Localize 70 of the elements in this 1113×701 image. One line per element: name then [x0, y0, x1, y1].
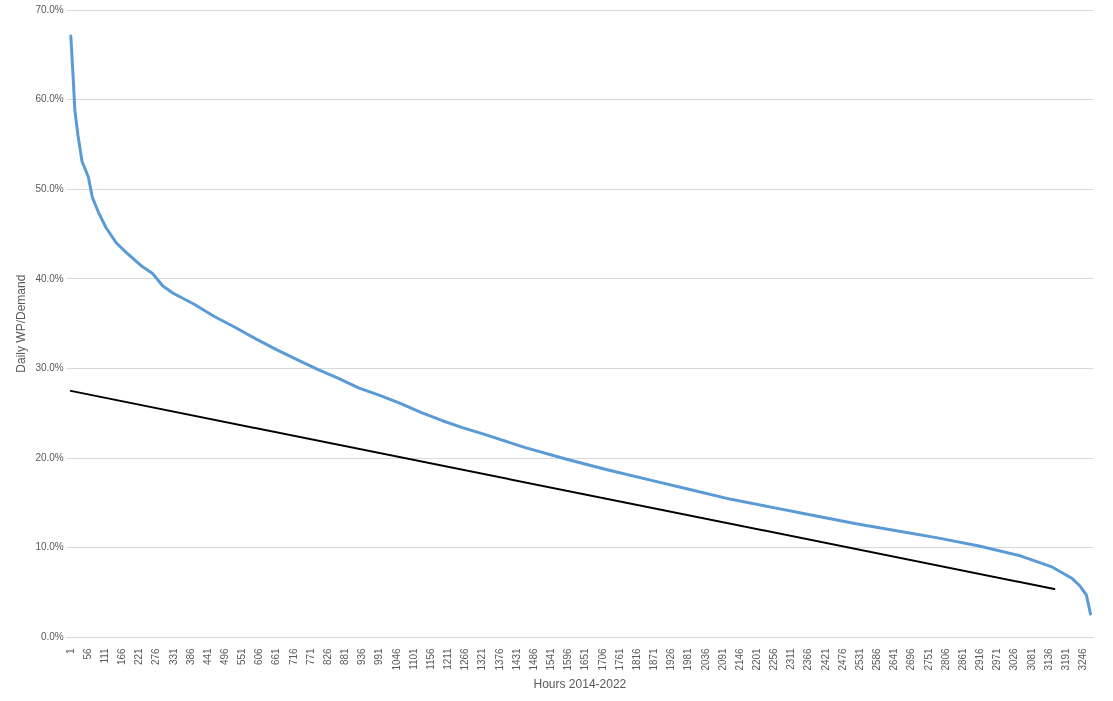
x-tick-label: 1926	[665, 647, 677, 671]
x-tick-label: 1156	[424, 647, 436, 670]
x-tick-label: 2531	[853, 647, 865, 671]
x-tick-label: 2311	[785, 647, 797, 670]
y-tick-label: 60.0%	[35, 93, 64, 105]
x-tick-label: 3246	[1077, 647, 1089, 671]
x-tick-label: 1101	[407, 647, 419, 670]
x-axis-title: Hours 2014-2022	[533, 677, 627, 692]
x-tick-label: 2146	[733, 647, 745, 671]
x-tick-label: 1211	[442, 647, 454, 670]
x-tick-label: 1871	[648, 647, 660, 671]
x-tick-label: 386	[184, 647, 196, 666]
x-tick-label: 3191	[1059, 647, 1071, 671]
x-tick-label: 441	[201, 647, 213, 666]
x-tick-label: 1981	[682, 647, 694, 671]
x-tick-label: 1321	[476, 647, 488, 671]
x-tick-label: 166	[116, 647, 128, 666]
x-tick-label: 2861	[956, 647, 968, 671]
x-tick-label: 1431	[510, 647, 522, 671]
x-tick-label: 1596	[562, 647, 574, 671]
x-tick-label: 3081	[1025, 647, 1037, 671]
y-axis-title: Daily WP/Demand	[13, 274, 28, 373]
x-tick-label: 1761	[613, 647, 625, 671]
x-tick-label: 2201	[751, 647, 763, 671]
x-tick-label: 551	[236, 647, 248, 666]
x-tick-label: 3136	[1042, 647, 1054, 671]
x-tick-label: 276	[150, 647, 162, 666]
x-tick-label: 2366	[802, 647, 814, 671]
x-tick-label: 111	[98, 647, 110, 664]
x-tick-label: 221	[133, 647, 145, 666]
x-tick-label: 1706	[596, 647, 608, 671]
x-tick-label: 1541	[545, 647, 557, 671]
y-tick-label: 20.0%	[35, 451, 64, 463]
x-tick-label: 1046	[390, 647, 402, 671]
y-tick-label: 40.0%	[35, 272, 64, 284]
x-tick-label: 2751	[922, 647, 934, 671]
x-tick-label: 2091	[716, 647, 728, 671]
x-tick-label: 2641	[888, 647, 900, 671]
x-tick-label: 2586	[871, 647, 883, 671]
x-tick-label: 1486	[527, 647, 539, 671]
y-tick-label: 0.0%	[40, 631, 64, 643]
x-tick-label: 1266	[459, 647, 471, 671]
x-tick-label: 606	[253, 647, 265, 666]
x-tick-label: 991	[373, 647, 385, 666]
x-tick-label: 2476	[836, 647, 848, 671]
x-tick-label: 2971	[991, 647, 1003, 671]
y-tick-label: 10.0%	[35, 541, 64, 553]
x-tick-label: 2696	[905, 647, 917, 671]
x-tick-label: 661	[270, 647, 282, 666]
y-tick-label: 50.0%	[35, 182, 64, 194]
y-tick-label: 70.0%	[35, 3, 64, 15]
x-tick-label: 2916	[974, 647, 986, 671]
x-tick-label: 1816	[630, 647, 642, 671]
x-tick-label: 1	[64, 647, 76, 654]
x-tick-label: 771	[304, 647, 316, 666]
x-tick-label: 2256	[768, 647, 780, 671]
x-tick-label: 331	[167, 647, 179, 666]
x-tick-label: 881	[339, 647, 351, 666]
x-tick-label: 2036	[699, 647, 711, 671]
x-tick-label: 3026	[1008, 647, 1020, 671]
x-tick-label: 1376	[493, 647, 505, 671]
x-tick-label: 2806	[939, 647, 951, 671]
x-tick-label: 716	[287, 647, 299, 666]
y-tick-label: 30.0%	[35, 362, 64, 374]
x-tick-label: 936	[356, 647, 368, 666]
x-tick-label: 496	[219, 647, 231, 666]
x-tick-label: 56	[81, 647, 93, 660]
x-tick-label: 2421	[819, 647, 831, 671]
x-tick-label: 826	[321, 647, 333, 666]
x-tick-label: 1651	[579, 647, 591, 671]
